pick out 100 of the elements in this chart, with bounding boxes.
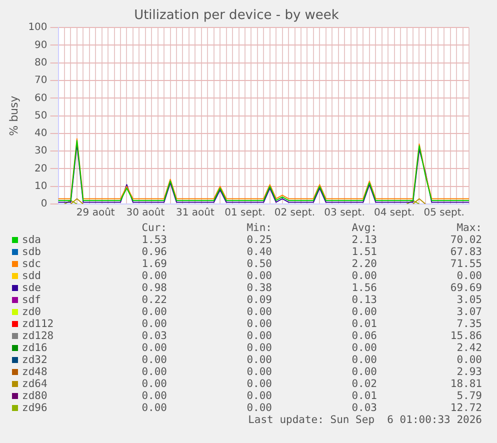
y-axis-title: % busy bbox=[7, 95, 20, 136]
legend-label: sdd bbox=[22, 270, 42, 282]
text: 0.00 bbox=[140, 270, 167, 282]
text: 0.00 bbox=[140, 402, 167, 414]
text: 0.00 bbox=[456, 354, 482, 366]
legend-label: sdc bbox=[22, 258, 42, 270]
x-tick-label: 30 août bbox=[126, 208, 165, 219]
x-tick-label: 03 sept. bbox=[324, 208, 365, 219]
text: 70.02 bbox=[449, 234, 482, 246]
text: 0.00 bbox=[140, 390, 167, 402]
text: 3.07 bbox=[456, 306, 482, 318]
legend-label: zd64 bbox=[22, 378, 48, 390]
text: 0.00 bbox=[246, 378, 272, 390]
text: 1.56 bbox=[350, 282, 377, 294]
x-tick-label: 04 sept. bbox=[374, 208, 415, 219]
legend-label: zd16 bbox=[22, 342, 48, 354]
text: 0.98 bbox=[140, 282, 167, 294]
text: 7.35 bbox=[456, 318, 482, 330]
text: Last update: Sun Sep 6 01:00:33 2026 bbox=[247, 414, 482, 426]
text: 0.01 bbox=[350, 318, 377, 330]
y-tick-label: 30 bbox=[34, 146, 48, 157]
text: 0.13 bbox=[350, 294, 377, 306]
text: 0.00 bbox=[246, 354, 272, 366]
text: 5.79 bbox=[456, 390, 482, 402]
text: 0.00 bbox=[246, 318, 272, 330]
text: 0.00 bbox=[456, 270, 482, 282]
y-tick-label: 100 bbox=[28, 22, 48, 34]
text: 0.09 bbox=[246, 294, 272, 306]
text: 1.51 bbox=[350, 246, 377, 258]
text: Cur: bbox=[140, 222, 167, 234]
text: 0.00 bbox=[350, 270, 377, 282]
text: 0.00 bbox=[350, 306, 377, 318]
text: 0.38 bbox=[246, 282, 272, 294]
text: 0.00 bbox=[140, 354, 167, 366]
legend-label: zd128 bbox=[22, 330, 55, 342]
text: 0.00 bbox=[350, 342, 377, 354]
text: 0.96 bbox=[140, 246, 167, 258]
chart-title: Utilization per device - by week bbox=[134, 8, 340, 24]
text: 0.00 bbox=[246, 366, 272, 378]
text: 0.40 bbox=[246, 246, 272, 258]
y-tick-label: 70 bbox=[34, 75, 48, 86]
text: Max: bbox=[456, 222, 482, 234]
text: 0.03 bbox=[140, 330, 167, 342]
y-tick-label: 50 bbox=[34, 110, 48, 122]
text: 1.69 bbox=[140, 258, 167, 270]
x-tick-label: 02 sept. bbox=[274, 208, 316, 219]
text: 0.00 bbox=[140, 378, 167, 390]
text: 0.00 bbox=[350, 354, 377, 366]
y-tick-label: 0 bbox=[40, 198, 48, 210]
legend-label: sdb bbox=[22, 246, 42, 258]
text: 0.00 bbox=[140, 306, 167, 318]
y-tick-label: 80 bbox=[34, 57, 48, 68]
text: 71.55 bbox=[449, 258, 482, 270]
legend-label: zd80 bbox=[22, 390, 48, 402]
text: 0.00 bbox=[140, 318, 167, 330]
legend-label: zd32 bbox=[22, 354, 48, 366]
legend-label: zd96 bbox=[22, 402, 48, 414]
text: 0.00 bbox=[246, 270, 272, 282]
text: 0.00 bbox=[246, 330, 272, 342]
text: 2.20 bbox=[350, 258, 377, 270]
text: 2.93 bbox=[456, 366, 482, 378]
legend-label: zd48 bbox=[22, 366, 48, 378]
x-tick-label: 05 sept. bbox=[424, 208, 464, 219]
text: 0.00 bbox=[246, 402, 272, 414]
text: 0.25 bbox=[246, 234, 272, 246]
text: Avg: bbox=[350, 222, 377, 234]
legend-label: sde bbox=[22, 282, 42, 294]
x-tick-label: 31 août bbox=[176, 208, 214, 219]
y-tick-label: 20 bbox=[34, 163, 48, 174]
text: 67.83 bbox=[449, 246, 482, 258]
x-tick-label: 01 sept. bbox=[224, 208, 266, 219]
text: 0.00 bbox=[350, 366, 377, 378]
legend-label: zd112 bbox=[22, 318, 55, 330]
text: 0.00 bbox=[246, 390, 272, 402]
text: 0.50 bbox=[246, 258, 272, 270]
text: 0.06 bbox=[350, 330, 377, 342]
text: 15.86 bbox=[449, 330, 482, 342]
text: 0.01 bbox=[350, 390, 377, 402]
text: 0.00 bbox=[246, 342, 272, 354]
text: 18.81 bbox=[449, 378, 482, 390]
text: 0.02 bbox=[350, 378, 377, 390]
legend-label: zd0 bbox=[22, 306, 42, 318]
text: 0.22 bbox=[140, 294, 167, 306]
y-tick-label: 90 bbox=[34, 40, 48, 51]
text: 3.05 bbox=[456, 294, 482, 306]
x-tick-label: 29 août bbox=[76, 208, 115, 219]
legend-label: sdf bbox=[22, 294, 42, 306]
text: 0.00 bbox=[246, 306, 272, 318]
text: 0.00 bbox=[140, 366, 167, 378]
y-tick-label: 40 bbox=[34, 128, 48, 140]
text: 2.42 bbox=[456, 342, 482, 354]
y-tick-label: 10 bbox=[34, 180, 48, 192]
text: 1.53 bbox=[140, 234, 167, 246]
legend-label: sda bbox=[22, 234, 42, 246]
y-tick-label: 60 bbox=[34, 92, 48, 104]
text: Min: bbox=[246, 222, 272, 234]
text: 69.69 bbox=[449, 282, 482, 294]
text: 0.03 bbox=[350, 402, 377, 414]
text: 2.13 bbox=[350, 234, 377, 246]
text: 0.00 bbox=[140, 342, 167, 354]
